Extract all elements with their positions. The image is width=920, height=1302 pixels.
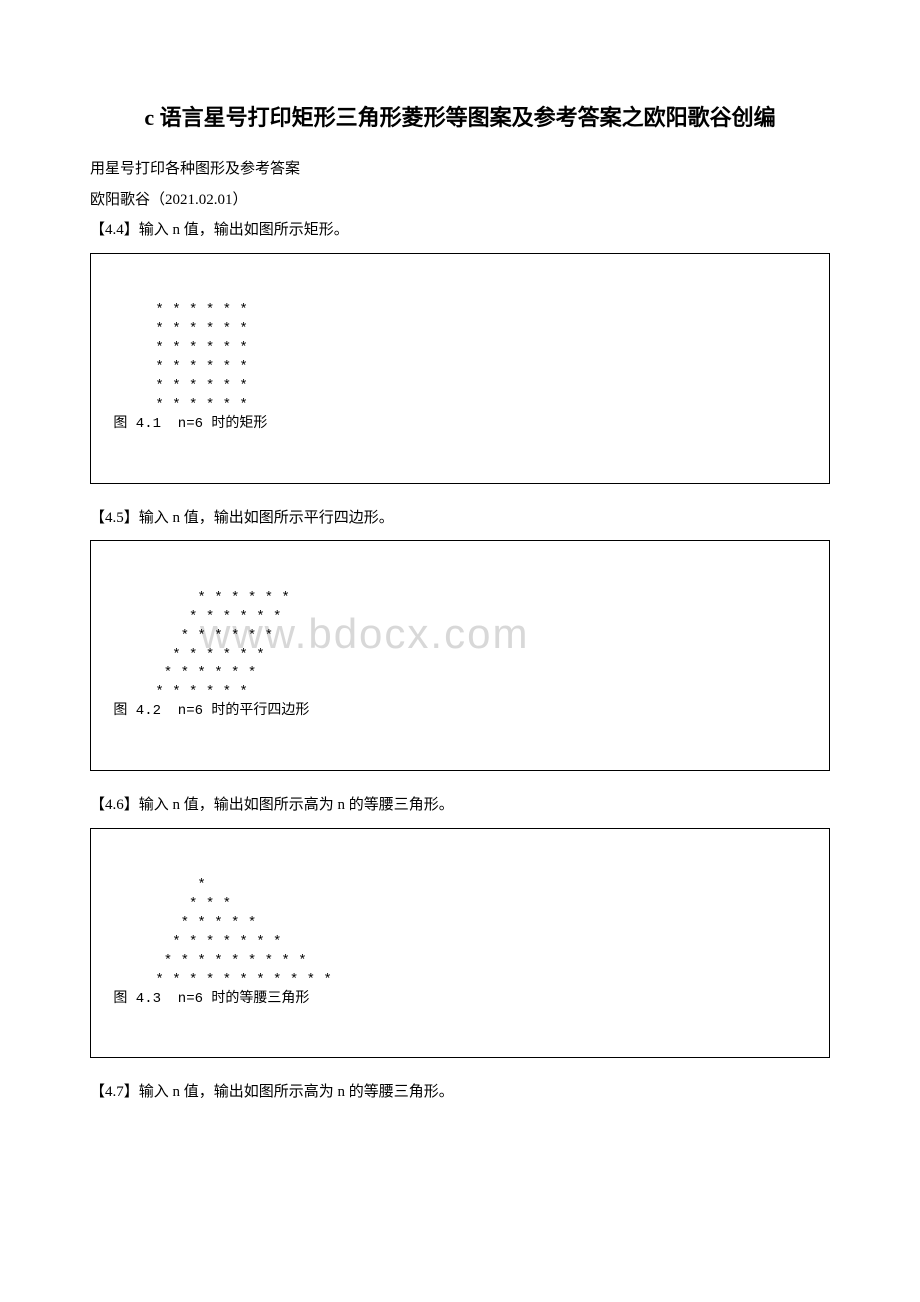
intro-paragraph: 用星号打印各种图形及参考答案 — [60, 155, 860, 184]
code-content: * * * * * * * * * * * * * * * * * * * * … — [105, 301, 815, 433]
document-title: c 语言星号打印矩形三角形菱形等图案及参考答案之欧阳歌谷创编 — [60, 100, 860, 135]
exercise-label: 【4.6】输入 n 值，输出如图所示高为 n 的等腰三角形。 — [60, 791, 860, 820]
code-box: * * * * * * * * * * * * * * * * * * * * … — [90, 540, 830, 771]
code-box: * * * * * * * * * * * * * * * * * * * * … — [90, 253, 830, 484]
code-content: * * * * * * * * * * * * * * * * * * * * … — [105, 876, 815, 1008]
exercise-label: 【4.7】输入 n 值，输出如图所示高为 n 的等腰三角形。 — [60, 1078, 860, 1107]
code-box: * * * * * * * * * * * * * * * * * * * * … — [90, 828, 830, 1059]
exercise-label: 【4.5】输入 n 值，输出如图所示平行四边形。 — [60, 504, 860, 533]
exercise-label: 【4.4】输入 n 值，输出如图所示矩形。 — [60, 216, 860, 245]
author-line: 欧阳歌谷（2021.02.01） — [60, 186, 860, 215]
code-content: * * * * * * * * * * * * * * * * * * * * … — [105, 589, 815, 721]
